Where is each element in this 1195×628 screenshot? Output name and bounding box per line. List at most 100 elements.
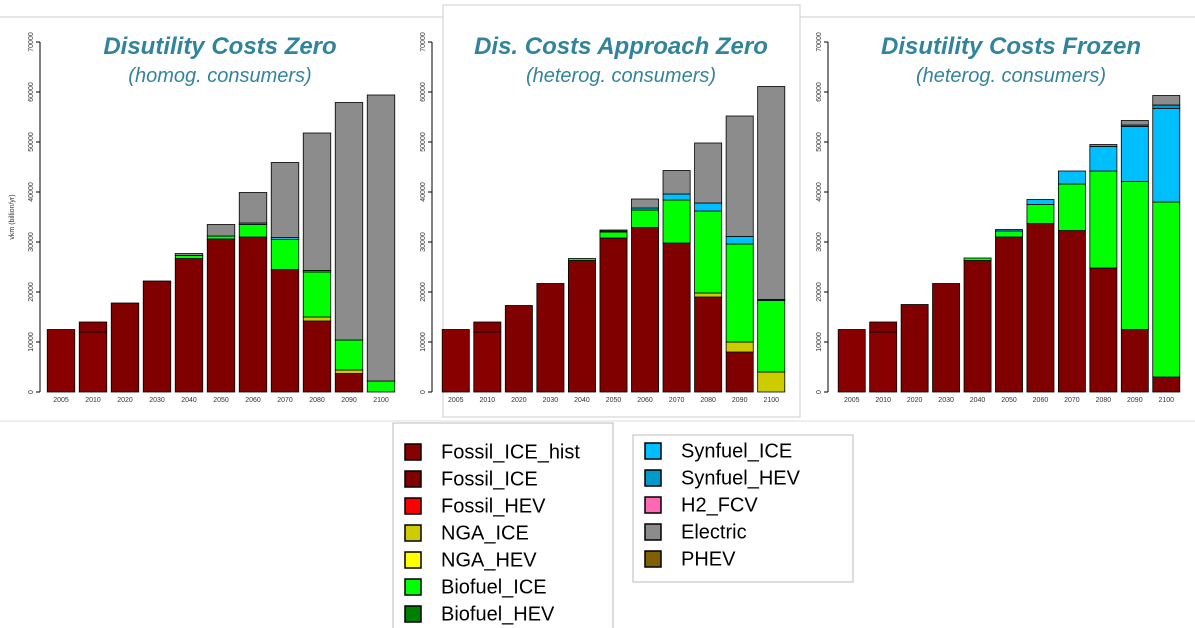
bar-segment: [334, 339, 364, 371]
bar-segment: [631, 209, 660, 228]
y-tick-label: 60000: [28, 82, 35, 102]
bar-segment: [631, 227, 660, 393]
x-tick-label: 2010: [480, 397, 496, 404]
bar-segment: [694, 292, 723, 298]
x-tick-label: 2005: [448, 397, 464, 404]
y-axis-label: vkm (billion/yr): [9, 194, 16, 239]
y-tick-label: 0: [816, 390, 823, 394]
chart-title: Disutility Costs Zero: [103, 33, 336, 60]
bar-segment: [174, 253, 204, 256]
x-tick-label: 2050: [606, 397, 622, 404]
x-tick-label: 2010: [875, 397, 891, 404]
x-tick-label: 2080: [309, 397, 325, 404]
x-tick-label: 2020: [117, 397, 133, 404]
bar-segment: [441, 329, 470, 393]
x-tick-label: 2060: [245, 397, 261, 404]
x-tick-label: 2020: [511, 397, 527, 404]
y-tick-label: 30000: [816, 232, 823, 252]
x-tick-label: 2030: [543, 397, 559, 404]
bar-segment: [142, 280, 172, 393]
bar-segment: [900, 304, 929, 393]
x-tick-label: 2060: [637, 397, 653, 404]
bar-segment: [238, 236, 268, 393]
bar-segment: [599, 237, 628, 393]
legend-box: [392, 422, 614, 628]
bar-segment: [757, 371, 786, 393]
bar-segment: [963, 260, 992, 393]
y-tick-label: 20000: [420, 282, 427, 302]
legend-label: Synfuel_HEV: [681, 467, 801, 489]
y-tick-label: 40000: [28, 182, 35, 202]
bar-segment: [334, 369, 364, 374]
legend-swatch: [644, 496, 662, 514]
x-tick-label: 2020: [907, 397, 923, 404]
y-tick-label: 20000: [28, 282, 35, 302]
bar-segment: [1026, 204, 1055, 224]
bar-segment: [757, 300, 786, 373]
chart-title: Disutility Costs Frozen: [881, 33, 1141, 60]
bar-segment: [694, 210, 723, 294]
y-tick-label: 30000: [28, 232, 35, 252]
bar-segment: [725, 341, 754, 353]
x-tick-label: 2030: [938, 397, 954, 404]
bar-segment: [536, 283, 565, 393]
bar-segment: [725, 243, 754, 343]
bar-segment: [567, 260, 596, 393]
bar-segment: [662, 242, 691, 393]
y-tick-label: 10000: [816, 332, 823, 352]
bar-segment: [334, 373, 364, 393]
legend-label: Electric: [681, 521, 747, 543]
bar-segment: [78, 331, 108, 393]
bar-segment: [1057, 230, 1086, 393]
chart-subtitle: (homog. consumers): [128, 65, 311, 87]
legend-label: Fossil_HEV: [441, 495, 546, 517]
legend-label: Fossil_ICE_hist: [441, 441, 580, 463]
x-tick-label: 2090: [732, 397, 748, 404]
y-tick-label: 10000: [28, 332, 35, 352]
x-tick-label: 2100: [763, 397, 779, 404]
bar-segment: [270, 239, 300, 270]
bar-segment: [46, 329, 76, 393]
bar-segment: [270, 162, 300, 238]
bar-segment: [995, 230, 1023, 238]
y-tick-label: 30000: [420, 232, 427, 252]
x-tick-label: 2060: [1033, 397, 1049, 404]
bar-segment: [1152, 201, 1181, 378]
legend-swatch: [644, 469, 662, 487]
bar-segment: [334, 102, 364, 341]
y-tick-label: 20000: [816, 282, 823, 302]
bar-segment: [995, 229, 1023, 232]
legend-box: [632, 434, 854, 583]
bar-segment: [206, 224, 236, 237]
bar-segment: [110, 302, 140, 393]
legend-swatch: [644, 523, 662, 541]
y-tick-label: 60000: [420, 82, 427, 102]
bar-segment: [1120, 181, 1149, 330]
y-tick-label: 70000: [28, 32, 35, 52]
legend-label: H2_FCV: [681, 494, 758, 516]
y-tick-label: 40000: [816, 182, 823, 202]
bar-segment: [366, 380, 396, 393]
legend-label: Biofuel_HEV: [441, 603, 555, 625]
bar-segment: [995, 236, 1023, 393]
bar-segment: [837, 329, 866, 393]
bar-segment: [1120, 329, 1149, 393]
bar-segment: [366, 94, 396, 382]
bar-segment: [1120, 126, 1149, 182]
chart-subtitle: (heterog. consumers): [526, 65, 716, 87]
bar-segment: [1120, 120, 1149, 126]
bar-segment: [1152, 104, 1181, 109]
bar-segment: [302, 316, 332, 322]
bar-segment: [238, 224, 268, 238]
legend-label: NGA_ICE: [441, 522, 529, 544]
bar-segment: [504, 305, 533, 393]
bar-segment: [694, 202, 723, 212]
bar-segment: [1152, 95, 1181, 106]
bar-segment: [599, 231, 628, 239]
bar-segment: [1026, 223, 1055, 393]
bar-segment: [567, 258, 596, 261]
y-tick-label: 50000: [28, 132, 35, 152]
bar-segment: [206, 238, 236, 393]
bar-segment: [662, 199, 691, 244]
y-tick-label: 50000: [420, 132, 427, 152]
